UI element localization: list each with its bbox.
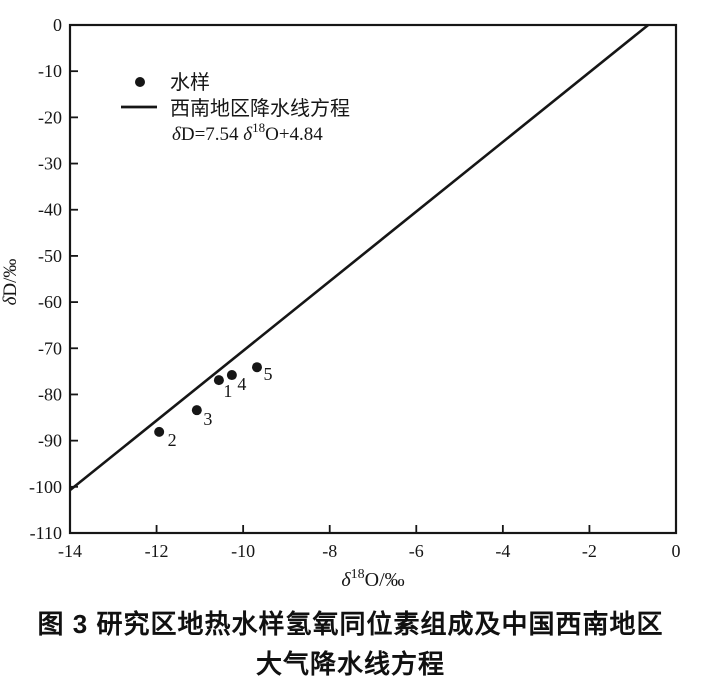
legend-label-samples: 水样 [170, 71, 210, 94]
x-tick-label: -4 [495, 541, 510, 561]
legend-label-line: 西南地区降水线方程 [170, 97, 350, 120]
data-point-label-4: 4 [237, 374, 246, 394]
legend-marker-dot [135, 77, 145, 87]
caption-line-1: 图 3 研究区地热水样氢氧同位素组成及中国西南地区 [37, 609, 664, 639]
y-tick-label: 0 [53, 15, 62, 35]
data-point-3 [191, 405, 202, 416]
y-tick-label: -80 [38, 384, 62, 404]
y-tick-label: -10 [38, 61, 62, 81]
x-tick-label: -6 [409, 541, 424, 561]
x-tick-label: -2 [582, 541, 597, 561]
y-tick-label: -50 [38, 246, 62, 266]
data-point-5 [251, 362, 262, 373]
y-tick-label: -30 [38, 154, 62, 174]
data-point-label-1: 1 [223, 381, 232, 401]
legend-equation: δD=7.54 δ18O+4.84 [172, 120, 323, 145]
y-axis-label: δD/‰ [0, 259, 21, 306]
y-tick-label: -40 [38, 200, 62, 220]
x-tick-label: -14 [58, 541, 82, 561]
y-tick-label: -90 [38, 431, 62, 451]
caption-line-2: 大气降水线方程 [255, 649, 445, 679]
x-tick-label: -8 [322, 541, 337, 561]
figure-caption: 图 3 研究区地热水样氢氧同位素组成及中国西南地区 大气降水线方程 [0, 604, 701, 684]
data-point-label-2: 2 [168, 430, 177, 450]
y-tick-label: -70 [38, 338, 62, 358]
data-point-2 [154, 426, 165, 437]
y-tick-label: -100 [29, 477, 62, 497]
data-point-1 [213, 375, 224, 386]
x-tick-label: -12 [145, 541, 169, 561]
data-point-label-5: 5 [263, 364, 272, 384]
data-point-label-3: 3 [203, 409, 212, 429]
y-tick-label: -110 [30, 523, 62, 543]
x-axis-label: δ18O/‰ [341, 567, 404, 591]
x-tick-label: 0 [672, 541, 681, 561]
y-tick-label: -20 [38, 107, 62, 127]
precipitation-line [69, 23, 650, 492]
plot-border [68, 23, 678, 535]
isotope-scatter-chart: 0-10-20-30-40-50-60-70-80-90-100-110-14-… [0, 15, 681, 591]
y-tick-label: -60 [38, 292, 62, 312]
x-tick-label: -10 [231, 541, 255, 561]
data-point-4 [226, 370, 237, 381]
